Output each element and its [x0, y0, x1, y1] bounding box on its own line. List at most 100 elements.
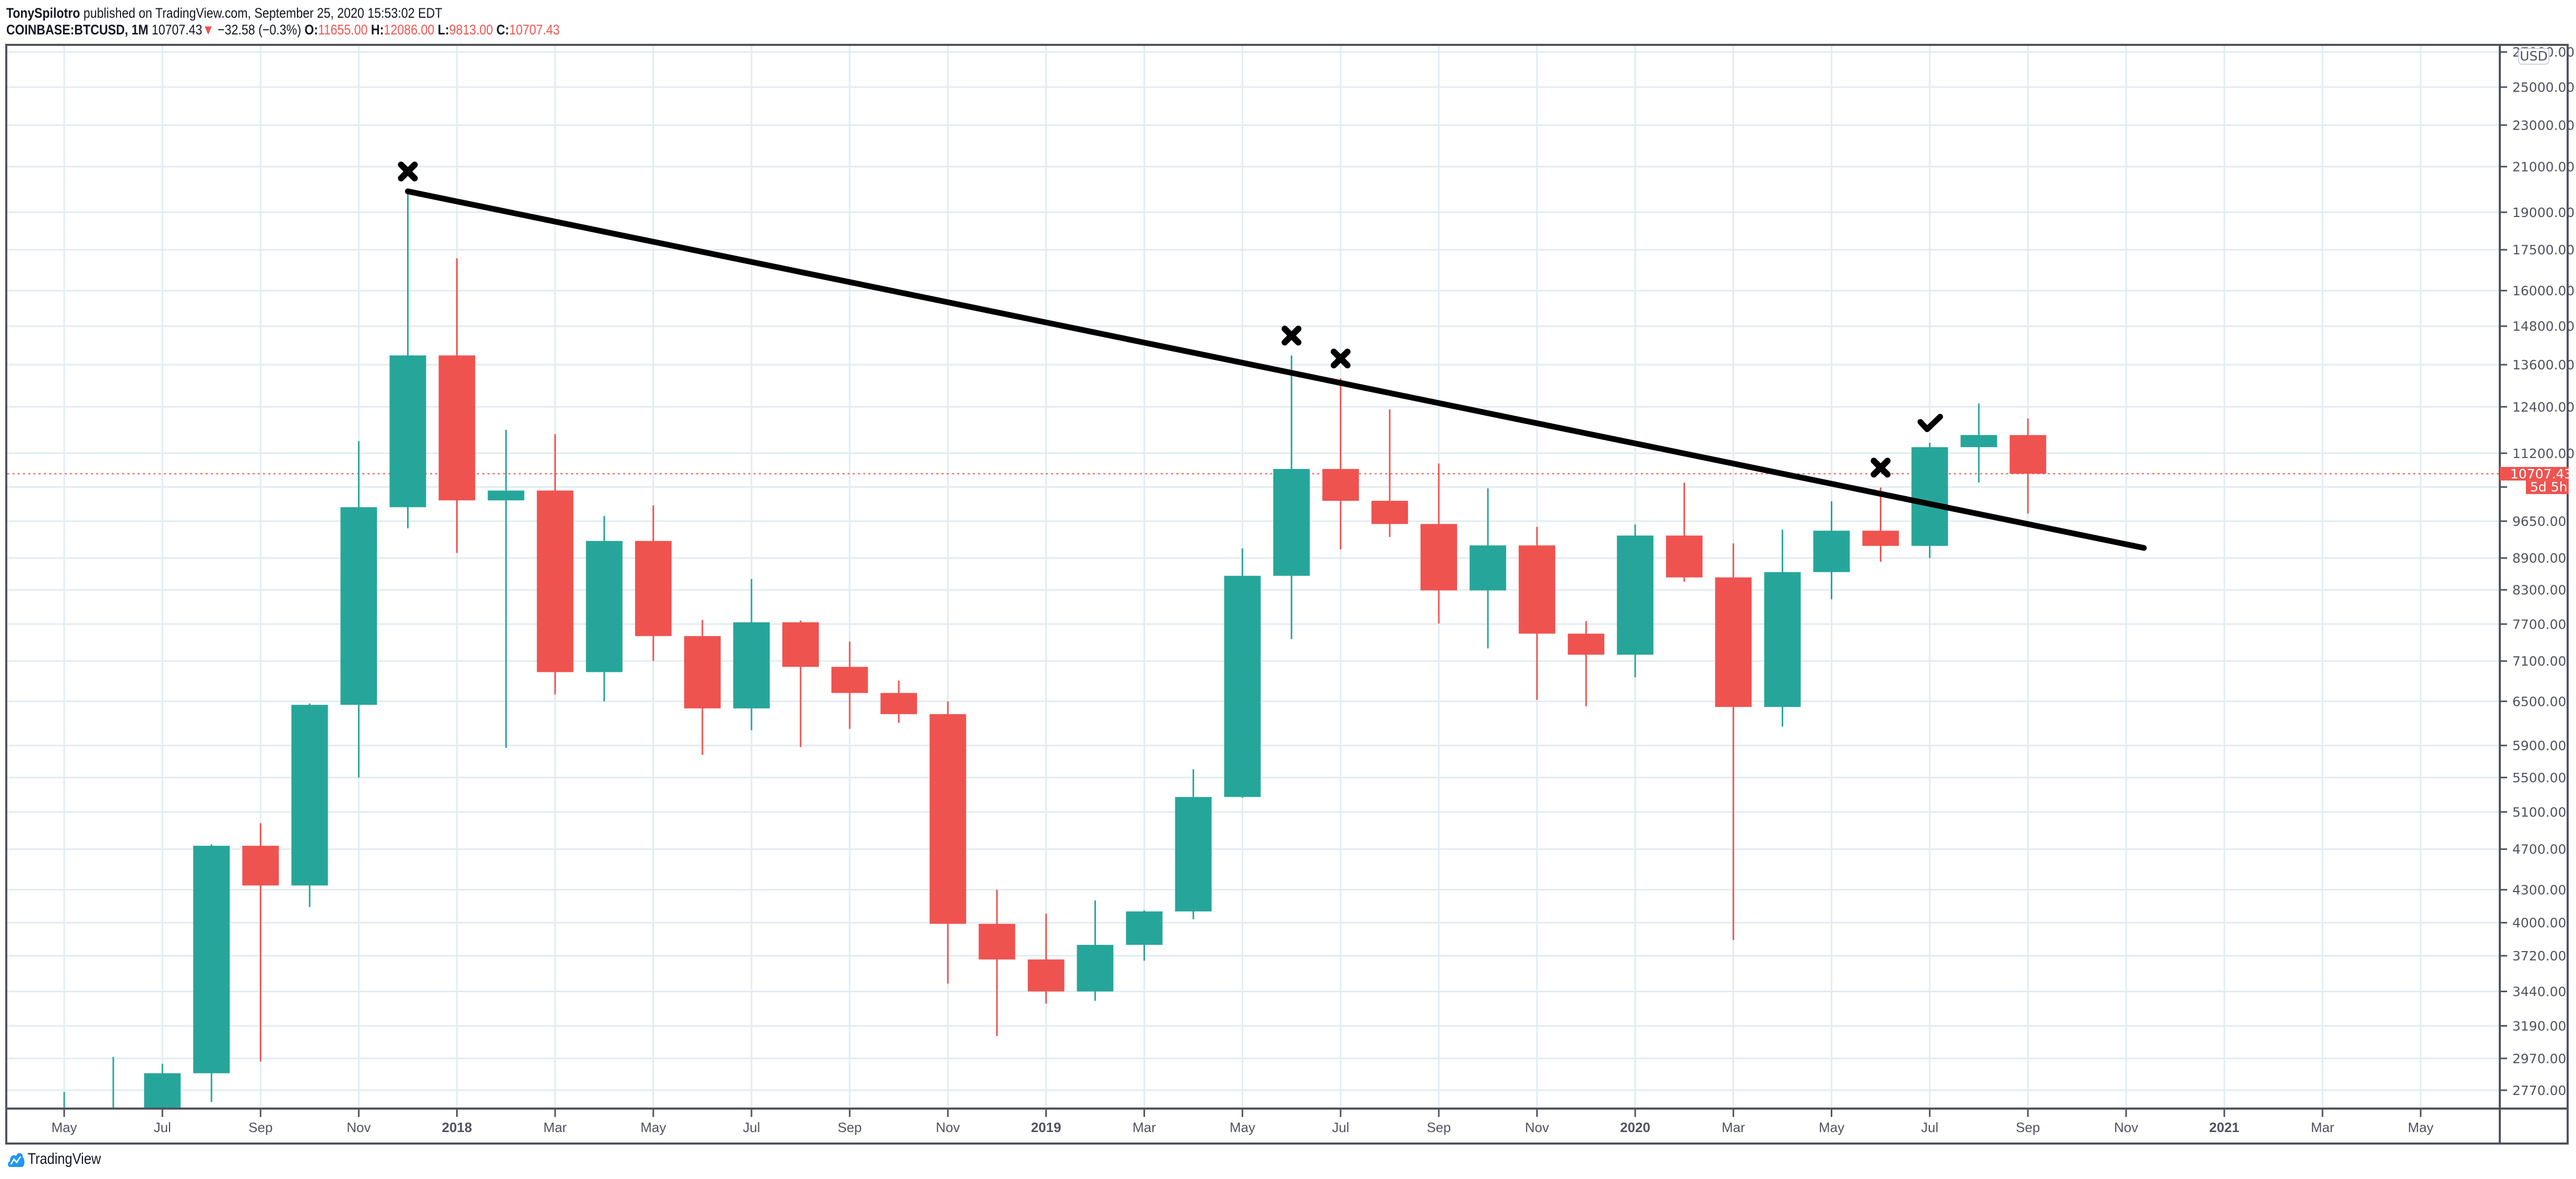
high-label: H:	[371, 22, 384, 38]
time-tick-label: Mar	[1132, 1120, 1156, 1135]
candle[interactable]	[1126, 910, 1163, 961]
tradingview-cloud-icon	[8, 1153, 25, 1167]
author-name[interactable]: TonySpilotro	[6, 5, 80, 21]
candle[interactable]	[1273, 355, 1310, 640]
candle[interactable]	[1960, 403, 1997, 483]
price-tick-label: 4300.00	[2512, 882, 2566, 897]
candle[interactable]	[1617, 524, 1654, 678]
candle[interactable]	[1322, 378, 1359, 550]
change-down-icon: ▼	[202, 22, 214, 38]
candle[interactable]	[1764, 530, 1801, 727]
x-mark-icon	[1870, 458, 1891, 478]
time-tick-label: Sep	[2016, 1120, 2040, 1135]
candle[interactable]	[635, 505, 672, 661]
symbol-title: COINBASE:BTCUSD, 1M	[6, 22, 149, 38]
candle[interactable]	[1519, 526, 1556, 700]
candle[interactable]	[586, 516, 623, 702]
svg-text:10707.43: 10707.43	[2510, 466, 2572, 482]
candle[interactable]	[1911, 442, 1948, 558]
time-tick-label: Jul	[154, 1120, 171, 1135]
x-mark-icon	[1281, 326, 1302, 346]
x-mark-icon	[1330, 348, 1351, 369]
time-tick-label: Mar	[543, 1120, 567, 1135]
time-tick-label: May	[1230, 1120, 1255, 1135]
time-tick-label: May	[640, 1120, 666, 1135]
candle[interactable]	[1077, 900, 1114, 1001]
price-tick-label: 7700.00	[2512, 617, 2566, 632]
price-tick-label: 19000.00	[2512, 205, 2574, 220]
candle[interactable]	[536, 434, 574, 694]
time-tick-label: Nov	[1525, 1120, 1549, 1135]
candle[interactable]	[487, 429, 524, 748]
candle[interactable]	[95, 1056, 132, 1148]
high-value: 12086.00	[384, 22, 435, 38]
candle[interactable]	[1862, 487, 1899, 562]
candle[interactable]	[880, 680, 917, 723]
time-tick-label: Mar	[2311, 1120, 2334, 1135]
time-tick-label: Jul	[1332, 1120, 1349, 1135]
time-tick-label: May	[1819, 1120, 1844, 1135]
time-tick-label: 2018	[442, 1120, 472, 1135]
price-tick-label: 25000.00	[2512, 80, 2574, 95]
candle[interactable]	[929, 701, 967, 984]
candle[interactable]	[144, 1064, 181, 1148]
trendline[interactable]	[404, 188, 2147, 551]
price-tick-label: 5100.00	[2512, 804, 2566, 820]
price-tick-label: 3440.00	[2512, 984, 2566, 999]
candle[interactable]	[1175, 769, 1212, 920]
candle[interactable]	[2009, 418, 2046, 514]
drawings[interactable]	[398, 161, 2147, 551]
price-tick-label: 7100.00	[2512, 654, 2566, 669]
candle[interactable]	[1715, 543, 1752, 941]
price-tick-label: 3720.00	[2512, 948, 2566, 964]
candle[interactable]	[782, 620, 819, 747]
last-price: 10707.43	[151, 22, 202, 38]
price-tick-label: 17500.00	[2512, 243, 2574, 258]
candle[interactable]	[979, 889, 1016, 1036]
candle[interactable]	[1666, 483, 1703, 582]
price-tick-label: 3190.00	[2512, 1018, 2566, 1033]
candle[interactable]	[438, 258, 475, 553]
time-tick-label: Nov	[936, 1120, 960, 1135]
x-mark-icon	[398, 161, 418, 182]
candle[interactable]	[242, 823, 279, 1062]
price-tick-label: 5900.00	[2512, 738, 2566, 753]
price-tick-label: 9650.00	[2512, 514, 2566, 529]
low-value: 9813.00	[449, 22, 493, 38]
time-tick-label: Sep	[838, 1120, 862, 1135]
price-tick-label: 13600.00	[2512, 357, 2574, 372]
candle[interactable]	[733, 579, 770, 730]
price-tick-label: 16000.00	[2512, 283, 2574, 298]
time-tick-label: Sep	[1427, 1120, 1451, 1135]
candle[interactable]	[193, 844, 230, 1102]
candle[interactable]	[291, 703, 328, 907]
candle[interactable]	[1371, 409, 1408, 537]
candle[interactable]	[1813, 501, 1850, 599]
time-tick-label: May	[51, 1120, 77, 1135]
time-tick-label: Nov	[2114, 1120, 2138, 1135]
close-value: 10707.43	[509, 22, 560, 38]
candles	[63, 191, 2046, 1148]
candle[interactable]	[1420, 463, 1457, 624]
candle[interactable]	[1568, 621, 1605, 706]
time-tick-label: 2021	[2209, 1120, 2239, 1135]
candle[interactable]	[1028, 913, 1065, 1004]
low-label: L:	[437, 22, 449, 38]
chart-container[interactable]	[5, 44, 2569, 1145]
currency-badge[interactable]: USD	[2518, 48, 2549, 65]
time-tick-label: Mar	[1722, 1120, 1745, 1135]
time-tick-label: May	[2408, 1120, 2434, 1135]
price-tick-label: 8900.00	[2512, 551, 2566, 566]
candle[interactable]	[340, 441, 377, 778]
tradingview-logo[interactable]: TradingView	[7, 1150, 101, 1168]
candle[interactable]	[831, 641, 868, 729]
candlestick-chart[interactable]: 27000.0025000.0023000.0021000.0019000.00…	[0, 0, 2576, 1148]
price-tick-label: 11200.00	[2512, 446, 2574, 461]
candle[interactable]	[1470, 488, 1507, 648]
time-tick-label: 2019	[1031, 1120, 1061, 1135]
candle[interactable]	[684, 620, 721, 755]
price-tick-label: 23000.00	[2512, 118, 2574, 133]
candle[interactable]	[389, 191, 426, 528]
candle[interactable]	[1224, 548, 1261, 798]
price-tick-label: 12400.00	[2512, 400, 2574, 415]
